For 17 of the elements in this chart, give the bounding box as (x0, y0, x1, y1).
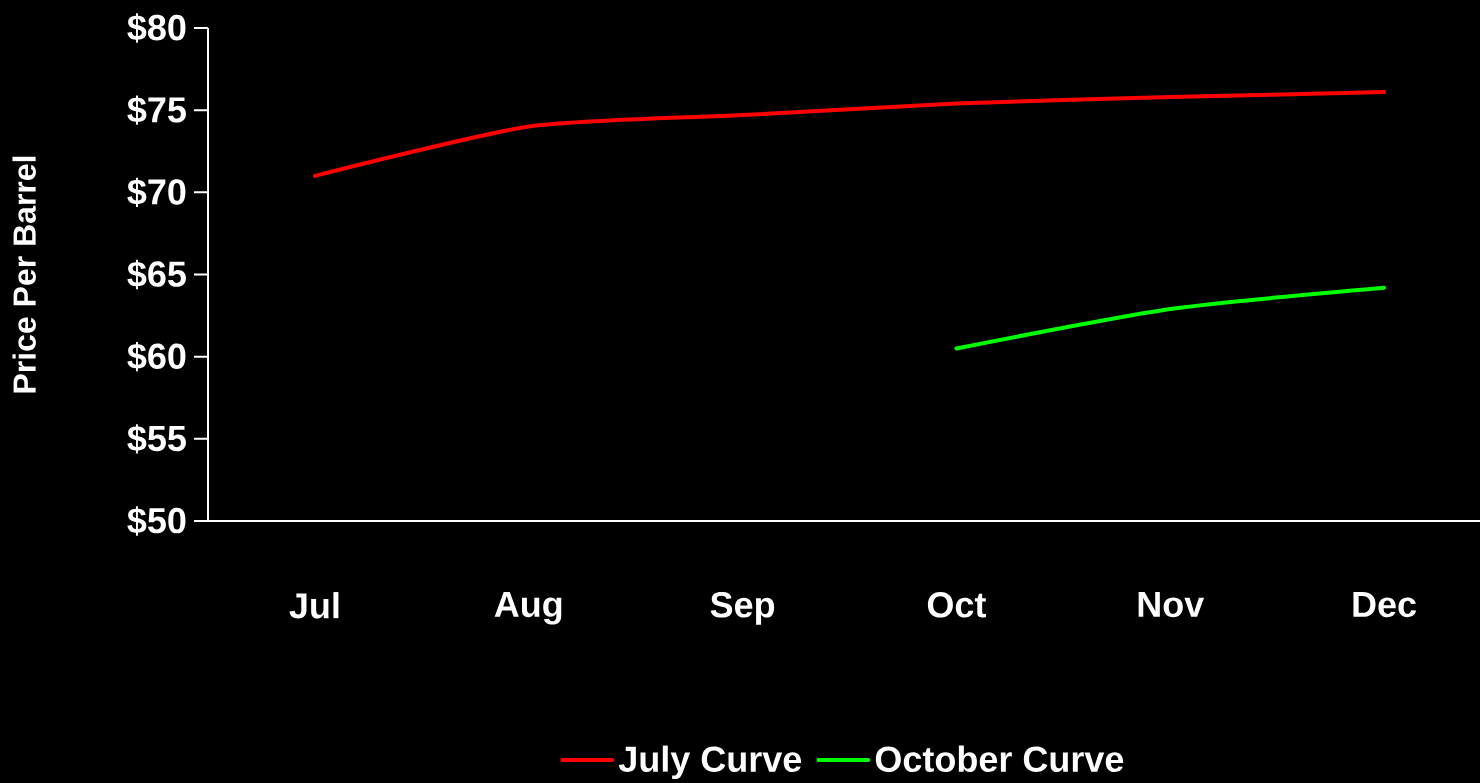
y-axis-title: Price Per Barrel (12, 156, 36, 393)
x-tick-label: Aug (494, 592, 562, 625)
legend-label: July Curve (618, 745, 802, 780)
y-tick-label: $65 (127, 259, 186, 290)
y-tick-label: $60 (127, 341, 186, 372)
x-tick-label: Sep (710, 592, 775, 625)
x-tick-label: Oct (927, 592, 986, 618)
x-tick-label: Nov (1138, 592, 1205, 618)
x-tick-label: Dec (1353, 592, 1417, 618)
y-tick-label: $75 (127, 95, 186, 125)
y-tick-label: $80 (127, 13, 186, 43)
y-tick-label: $70 (127, 177, 186, 208)
x-tick-label: Jul (289, 592, 339, 619)
y-tick-label: $55 (127, 424, 186, 454)
y-tick-label: $50 (127, 506, 186, 536)
legend-label: October Curve (875, 745, 1124, 772)
line-series (312, 90, 1387, 178)
